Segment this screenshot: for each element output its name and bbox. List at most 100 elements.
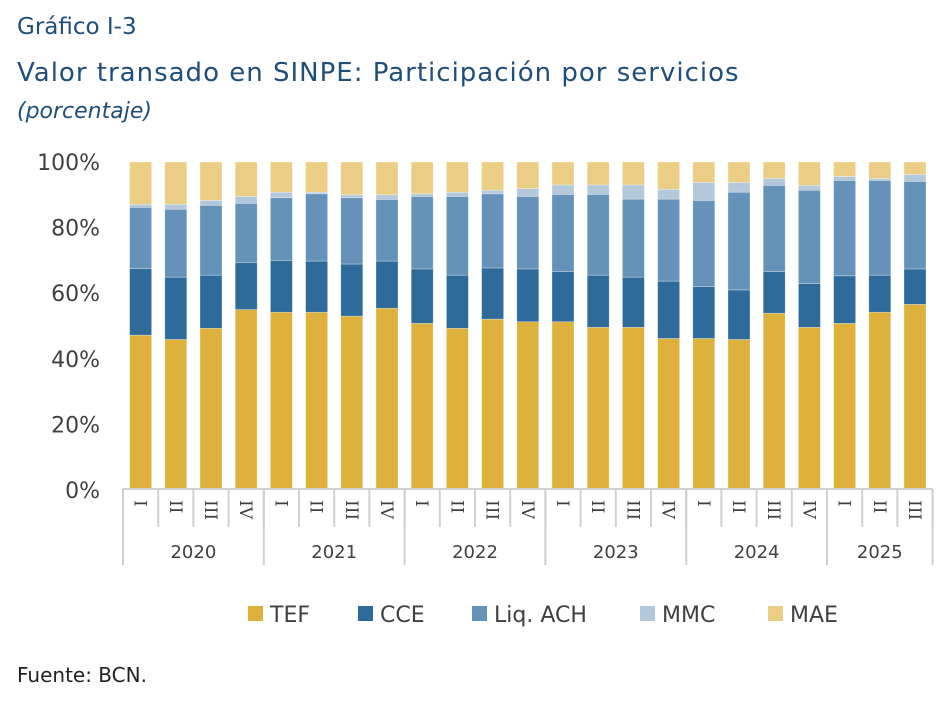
quarter-label: I (552, 500, 572, 507)
bar-segment-mmc (129, 204, 152, 208)
bar-segment-liq-ach (551, 194, 575, 272)
quarter-label: I (270, 500, 290, 507)
legend-swatch (358, 606, 373, 621)
bar-segment-mmc (340, 194, 364, 199)
quarter-label: I (693, 500, 713, 507)
bar-segment-mae (234, 161, 258, 197)
year-label: 2024 (734, 542, 780, 563)
bar-segment-cce (798, 283, 821, 328)
bar-segment-liq-ach (692, 200, 716, 287)
bar-segment-liq-ach (586, 194, 610, 276)
bar-segment-cce (164, 276, 188, 340)
quarter-label: III (200, 500, 220, 520)
y-tick-label: 80% (51, 217, 100, 242)
quarter-label: II (869, 500, 889, 513)
bar-segment-cce (234, 262, 258, 310)
year-label: 2025 (857, 542, 903, 563)
bar-segment-mae (446, 161, 469, 193)
bar-segment-mae (129, 161, 152, 205)
bar-segment-tef (481, 318, 504, 491)
bar-segment-mae (586, 161, 610, 186)
bar-segment-mmc (270, 191, 293, 199)
bar-segment-tef (798, 327, 821, 491)
quarter-label: II (165, 500, 185, 513)
bar-segment-mae (516, 161, 540, 189)
bar-segment-mmc (375, 194, 399, 200)
bar-segment-liq-ach (903, 181, 927, 270)
y-tick-label: 100% (37, 151, 100, 176)
bar-segment-cce (727, 289, 751, 340)
bar-segment-mae (481, 161, 504, 191)
bar-segment-tef (622, 327, 645, 491)
bar-segment-liq-ach (622, 198, 645, 278)
legend-label: MMC (662, 603, 715, 628)
bar-segment-liq-ach (798, 189, 821, 284)
year-label: 2021 (311, 542, 357, 563)
bar-segment-mae (551, 161, 575, 186)
bar-segment-liq-ach (657, 198, 680, 282)
bar-segment-liq-ach (305, 193, 328, 262)
legend-label: Liq. ACH (494, 603, 587, 628)
bar-segment-mmc (622, 184, 645, 200)
bar-segment-mae (199, 161, 223, 201)
quarter-label: II (306, 500, 326, 513)
bar-segment-liq-ach (762, 184, 786, 272)
bar-segment-cce (868, 274, 892, 313)
bar-segment-liq-ach (727, 191, 751, 291)
quarter-label: I (411, 500, 431, 507)
bar-segment-mmc (692, 182, 716, 201)
bar-segment-tef (551, 321, 575, 491)
bar-segment-mae (798, 161, 821, 186)
bar-segment-mmc (516, 188, 540, 197)
chart-subtitle: (porcentaje) (17, 99, 152, 124)
bar-segment-cce (833, 275, 856, 324)
bar-segment-cce (551, 271, 575, 323)
quarter-label: III (904, 500, 924, 520)
bar-segment-mmc (446, 191, 469, 197)
bar-segment-tef (762, 312, 786, 491)
bar-segment-tef (833, 323, 856, 491)
quarter-label: IV (517, 500, 537, 520)
bar-segment-mmc (234, 196, 258, 204)
bar-segment-cce (586, 274, 610, 328)
bar-segment-mae (692, 161, 716, 183)
bar-segment-tef (234, 309, 258, 491)
y-tick-label: 60% (51, 282, 100, 307)
y-tick-label: 20% (51, 413, 100, 438)
bar-segment-tef (657, 338, 680, 491)
quarter-label: IV (376, 500, 396, 520)
bar-segment-mae (657, 161, 680, 190)
bar-segment-cce (657, 280, 680, 339)
bar-segment-liq-ach (868, 180, 892, 276)
bar-segment-liq-ach (833, 180, 856, 277)
bar-segment-liq-ach (446, 196, 469, 276)
legend-swatch (768, 606, 783, 621)
bar-segment-mmc (586, 184, 610, 195)
bar-segment-liq-ach (129, 206, 152, 269)
bar-segment-tef (727, 339, 751, 491)
bar-segment-liq-ach (340, 197, 364, 265)
bar-segment-mae (375, 161, 399, 196)
bar-segment-mmc (164, 204, 188, 210)
bar-segment-mae (340, 161, 364, 196)
bar-segment-mae (833, 161, 856, 177)
bar-segment-tef (164, 339, 188, 491)
legend-swatch (472, 606, 487, 621)
bar-segment-cce (129, 268, 152, 336)
bar-segment-liq-ach (199, 204, 223, 276)
bar-segment-tef (903, 304, 927, 491)
bar-segment-liq-ach (410, 196, 434, 270)
quarter-label: III (341, 500, 361, 520)
bar-segment-mae (762, 161, 786, 179)
bar-segment-cce (516, 268, 540, 323)
quarter-label: II (587, 500, 607, 513)
bar-segment-mae (270, 161, 293, 193)
legend-label: CCE (380, 603, 425, 628)
quarter-label: IV (235, 500, 255, 520)
year-label: 2023 (593, 542, 639, 563)
quarter-label: III (622, 500, 642, 520)
legend-swatch (248, 606, 263, 621)
bar-segment-cce (481, 267, 504, 320)
bar-segment-cce (375, 260, 399, 309)
bar-segment-liq-ach (375, 199, 399, 262)
